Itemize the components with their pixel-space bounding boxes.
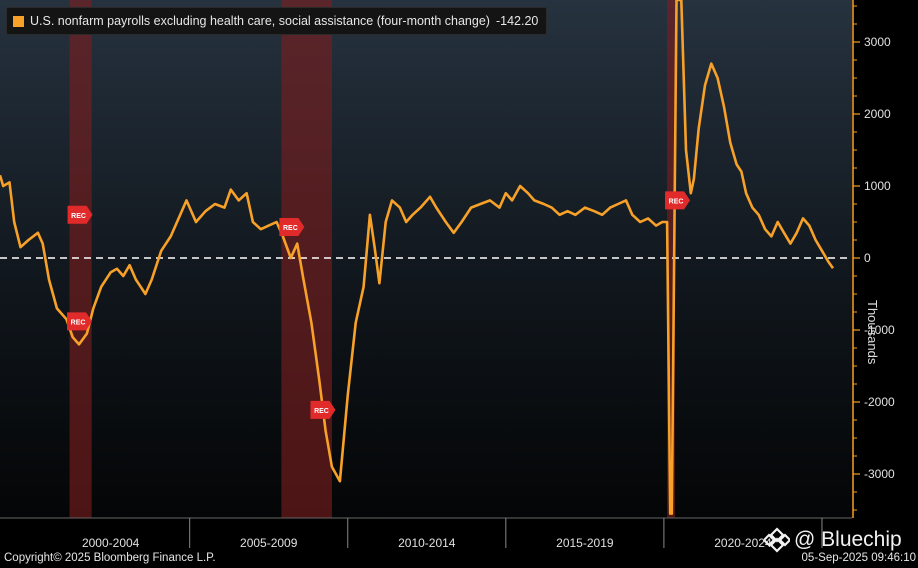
x-tick-label: 2000-2004	[82, 536, 140, 550]
svg-text:REC: REC	[669, 198, 684, 205]
svg-text:REC: REC	[71, 213, 86, 220]
recession-tag: REC	[67, 205, 93, 224]
svg-text:REC: REC	[71, 319, 86, 326]
watermark-text: @ Bluechip	[794, 528, 902, 551]
recession-tag: REC	[310, 400, 336, 419]
x-tick-label: 2010-2014	[398, 536, 456, 550]
y-axis-ticks: 3000 2000 1000 0 -1000 -2000 -3000	[853, 5, 895, 511]
y-tick-label: 1000	[864, 179, 891, 193]
x-tick-label: 2005-2009	[240, 536, 298, 550]
y-tick-label: -2000	[864, 395, 895, 409]
legend: U.S. nonfarm payrolls excluding health c…	[6, 7, 548, 35]
watermark: @ Bluechip	[764, 527, 902, 553]
legend-label: U.S. nonfarm payrolls excluding health c…	[30, 14, 490, 28]
y-tick-label: -3000	[864, 467, 895, 481]
y-tick-label: -1000	[864, 323, 895, 337]
recession-band	[667, 0, 675, 518]
x-tick-label: 2020-2024	[714, 536, 772, 550]
recession-tags: REC REC REC REC REC	[67, 191, 691, 419]
bluechip-diamond-icon	[764, 527, 790, 553]
recession-band	[69, 0, 92, 518]
recession-bands	[69, 0, 675, 518]
y-tick-label: 2000	[864, 107, 891, 121]
y-tick-label: 3000	[864, 35, 891, 49]
legend-swatch	[13, 15, 24, 27]
x-axis-ticks: 2000-2004 2005-2009 2010-2014 2015-2019 2020…	[82, 518, 823, 550]
recession-tag: REC	[67, 312, 93, 331]
y-tick-label: 0	[864, 251, 871, 265]
svg-text:REC: REC	[283, 225, 298, 232]
y-axis-unit-label: Thousands	[865, 300, 880, 365]
recession-tag: REC	[665, 191, 691, 210]
series-line	[0, 0, 835, 515]
legend-value: -142.20	[495, 14, 539, 28]
x-tick-label: 2015-2019	[556, 536, 614, 550]
svg-text:REC: REC	[314, 408, 329, 415]
recession-band	[281, 0, 332, 518]
copyright-text: Copyright© 2025 Bloomberg Finance L.P.	[4, 552, 216, 564]
plot-background	[0, 0, 852, 518]
timestamp-text: 05-Sep-2025 09:46:10	[801, 552, 916, 564]
recession-tag: REC	[279, 218, 305, 237]
